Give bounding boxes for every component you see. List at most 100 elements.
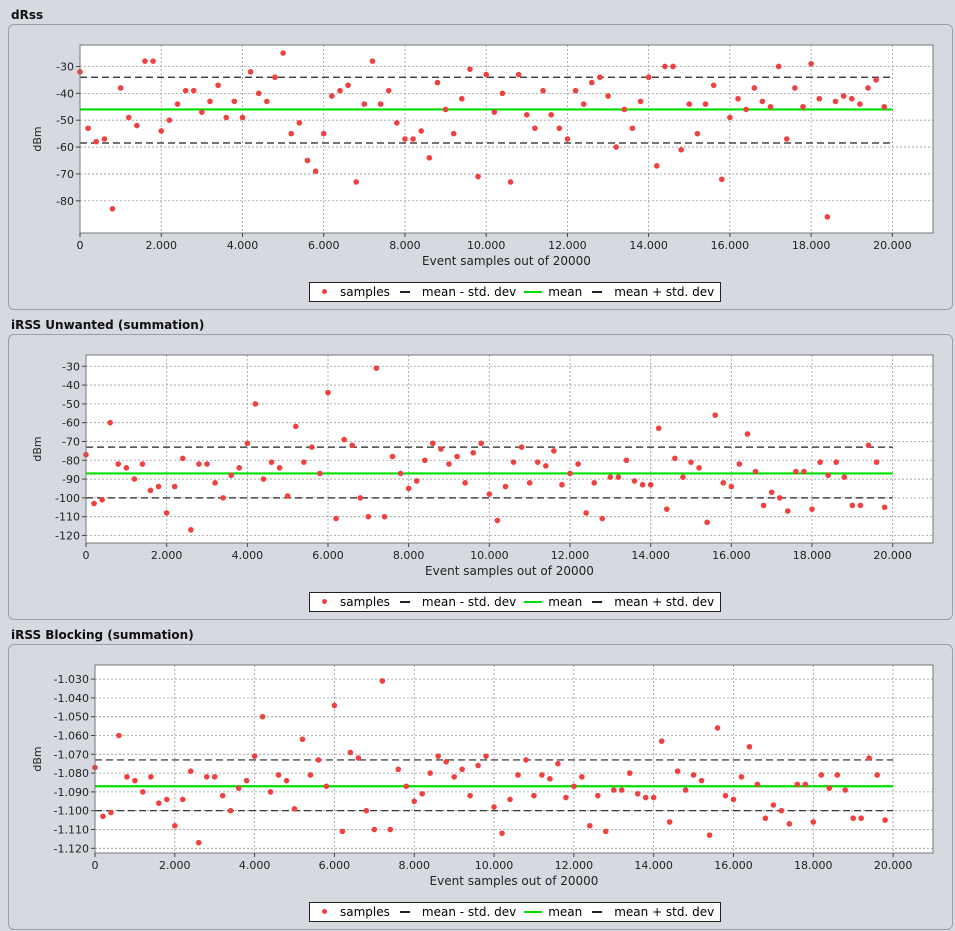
sample-point [174,101,181,107]
x-tick-label: 14.000 [631,549,670,562]
sample-point [171,483,178,490]
sample-point [760,502,767,509]
sample-point [101,136,108,142]
sample-point [454,453,460,460]
sample-point [491,804,497,810]
y-tick-label: -80 [56,195,74,208]
x-tick-label: 4.000 [239,859,271,872]
sample-point [664,506,670,512]
y-tick-label: -90 [62,473,80,486]
sample-point [759,98,766,105]
legend-item-mean: mean [524,595,582,609]
legend-mean-marker [524,287,543,297]
sample-point [816,95,823,102]
plot-frame [94,664,934,854]
sample-point [199,109,205,115]
sample-point [435,753,441,759]
sample-point [373,365,380,371]
sample-point [631,478,638,484]
x-tick-label: 4.000 [227,239,259,252]
sample-point [858,815,864,822]
sample-point [478,440,485,447]
sample-point [180,455,186,462]
sample-point [219,792,226,799]
sample-point [591,480,597,486]
sample-point [255,90,262,97]
sample-point [85,125,91,132]
sample-point [339,828,346,835]
legend-item-samples: samples [316,285,390,299]
y-tick-label: -1.110 [54,824,89,837]
sample-point [621,106,628,113]
legend-mean-plus-marker [590,287,608,297]
x-tick-label: 18.000 [794,859,833,872]
x-tick-label: 14.000 [634,859,673,872]
sample-point [337,87,343,94]
sample-point [345,82,351,89]
sample-point [736,461,743,467]
legend-mean-marker [524,597,543,607]
sample-point [451,774,457,780]
x-tick-label: 12.000 [548,239,587,252]
sample-point [694,130,701,137]
sample-point [389,453,396,460]
legend-item-samples: samples [316,905,390,919]
sample-point [848,95,855,102]
sample-point [532,125,538,132]
sample-point [526,480,533,486]
sample-point [680,474,686,480]
x-tick-label: 16.000 [712,549,751,562]
x-axis-label: Event samples out of 20000 [430,874,599,888]
sample-point [320,130,327,137]
sample-point [857,101,863,107]
sample-point [575,461,581,467]
sample-point [800,103,806,110]
sample-point [215,82,221,89]
sample-point [99,496,105,503]
sample-point [223,114,230,121]
chart-title-irss-blocking: iRSS Blocking (summation) [11,628,194,642]
sample-point [655,425,662,432]
legend-mean-minus-label: mean - std. dev [421,595,517,609]
sample-point [786,821,793,827]
sample-point [534,459,541,465]
sample-point [331,702,338,709]
sample-point [722,792,729,799]
x-tick-label: 18.000 [793,549,832,562]
sample-point [672,455,678,462]
legend-item-mean-plus: mean + std. dev [590,285,714,299]
sample-point [874,772,880,778]
sample-point [446,461,452,467]
sample-point [450,130,457,137]
sample-point [405,485,412,492]
sample-point [470,449,477,456]
sample-point [540,87,546,94]
sample-point [602,828,609,835]
sample-point [292,423,299,430]
sample-point [494,517,501,524]
x-axis-label: Event samples out of 20000 [425,564,594,578]
legend-mean-plus-marker [590,907,608,917]
legend-drss: samples mean - std. dev mean mean + std.… [309,282,722,302]
legend-mean-minus-label: mean - std. dev [421,285,517,299]
y-tick-label: -50 [62,398,80,411]
x-tick-label: 8.000 [398,859,430,872]
chart-irss-unwanted-plot: 0 2.000 4.000 6.000 8.000 10.000 12.000 14.000 1… [31,354,934,578]
sample-point [93,138,100,145]
sample-point [720,480,727,486]
x-tick-label: 6.000 [308,239,340,252]
sample-point [459,766,465,773]
y-tick-label: -30 [62,360,80,373]
sample-point [579,774,585,780]
sample-point [267,789,274,795]
sample-point [818,772,825,778]
sample-point [543,463,549,469]
sample-point [865,85,871,91]
x-tick-label: 20.000 [874,859,913,872]
x-tick-label: 20.000 [873,239,912,252]
y-tick-label: -1.060 [54,730,89,743]
sample-point [865,442,872,449]
sample-point [244,440,251,447]
sample-point [291,806,298,812]
x-tick-label: 4.000 [232,549,264,562]
